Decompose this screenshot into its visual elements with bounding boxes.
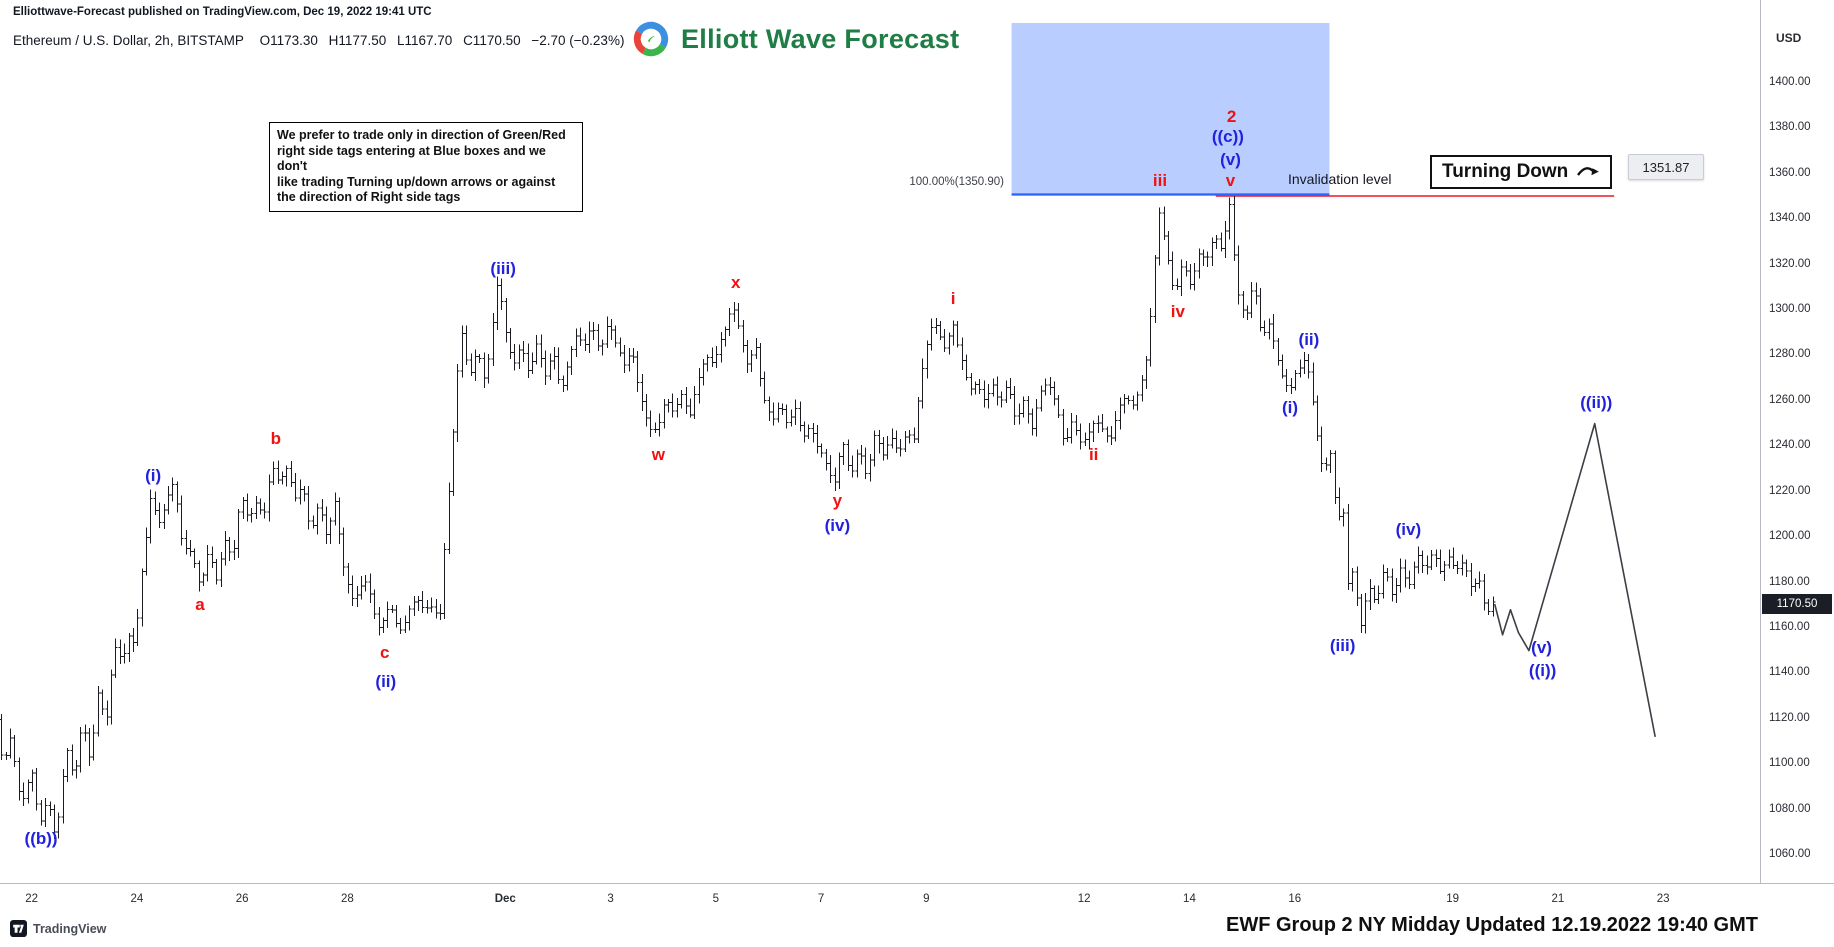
attribution-text: Elliottwave-Forecast published on Tradin… xyxy=(13,6,432,18)
price-tick-label: 1280.00 xyxy=(1769,348,1811,361)
update-caption: EWF Group 2 NY Midday Updated 12.19.2022… xyxy=(1225,914,1758,936)
chart-header: Ethereum / U.S. Dollar, 2h, BITSTAMP O11… xyxy=(13,33,631,48)
time-tick-label: 3 xyxy=(607,893,614,905)
low-value: L1167.70 xyxy=(396,33,453,48)
price-tick-label: 1340.00 xyxy=(1769,212,1811,225)
price-tick-label: 1120.00 xyxy=(1769,711,1810,724)
price-tick-label: 1180.00 xyxy=(1769,575,1810,588)
price-tick-label: 1240.00 xyxy=(1769,439,1811,452)
high-value: H1177.50 xyxy=(328,33,387,48)
price-tick-label: 1380.00 xyxy=(1769,121,1811,134)
price-tick-label: 1300.00 xyxy=(1769,303,1811,316)
open-value: O1173.30 xyxy=(259,33,318,48)
time-tick-label: 19 xyxy=(1446,893,1460,905)
note-line: like trading Turning up/down arrows or a… xyxy=(277,174,556,189)
turning-down-arrow-icon xyxy=(1577,167,1600,176)
price-tick-label: 1360.00 xyxy=(1769,166,1811,179)
time-tick-label: 14 xyxy=(1183,893,1196,905)
time-tick-label: 28 xyxy=(340,893,354,905)
price-tick-label: 1260.00 xyxy=(1769,393,1811,406)
price-tick-label: 1200.00 xyxy=(1769,530,1811,543)
time-axis[interactable]: 22 24 26 28 Dec 3 5 7 9 12 14 16 19 21 23 xyxy=(0,884,1761,910)
close-value: C1170.50 xyxy=(463,33,521,48)
note-line: We prefer to trade only in direction of … xyxy=(277,128,566,142)
last-price-badge: 1170.50 xyxy=(1762,594,1832,614)
price-tick-label: 1080.00 xyxy=(1769,802,1811,815)
turning-down-label: Turning Down xyxy=(1442,161,1569,182)
time-tick-label: 21 xyxy=(1551,893,1565,905)
time-tick-label: 12 xyxy=(1077,893,1091,905)
time-tick-label: Dec xyxy=(494,893,516,905)
price-tick-label: 1400.00 xyxy=(1769,76,1811,88)
note-line: right side tags entering at Blue boxes a… xyxy=(277,143,546,174)
tradingview-logo-icon xyxy=(10,920,27,937)
time-tick-label: 26 xyxy=(235,893,249,905)
price-tick-label: 1060.00 xyxy=(1769,848,1811,860)
tradingview-attribution[interactable]: TradingView xyxy=(10,920,106,937)
price-tick-label: 1220.00 xyxy=(1769,484,1811,497)
invalidation-level-label: Invalidation level xyxy=(1288,171,1392,187)
time-tick-label: 22 xyxy=(25,893,38,905)
price-tick-label: 1320.00 xyxy=(1769,257,1811,270)
tradingview-label: TradingView xyxy=(33,921,107,936)
price-tick-label: 1160.00 xyxy=(1769,620,1810,633)
fib-level-label: 100.00%(1350.90) xyxy=(909,176,1004,188)
turning-down-flag: Turning Down xyxy=(1430,155,1613,189)
ewf-logo-text: Elliott Wave Forecast xyxy=(681,23,960,54)
time-tick-label: 7 xyxy=(817,893,825,905)
currency-label: USD xyxy=(1776,31,1802,45)
price-bars xyxy=(0,196,1496,839)
change-value: −2.70 (−0.23%) xyxy=(531,33,625,48)
price-tick-label: 1100.00 xyxy=(1769,757,1810,770)
time-tick-label: 23 xyxy=(1656,893,1670,905)
blue-box-zone xyxy=(1011,23,1330,195)
note-line: the direction of Right side tags xyxy=(277,190,461,204)
ewf-logo: Elliott Wave Forecast xyxy=(632,20,959,58)
time-tick-label: 16 xyxy=(1288,893,1302,905)
time-tick-label: 24 xyxy=(130,893,144,905)
price-tick-label: 1140.00 xyxy=(1769,666,1810,679)
ewf-logo-icon xyxy=(633,21,669,57)
symbol-title[interactable]: Ethereum / U.S. Dollar, 2h, BITSTAMP xyxy=(13,33,244,48)
trading-note-box: We prefer to trade only in direction of … xyxy=(269,122,583,212)
turning-down-price-label: 1351.87 xyxy=(1628,154,1704,180)
time-tick-label: 9 xyxy=(923,893,930,905)
forecast-projection-line xyxy=(1493,422,1656,738)
price-axis[interactable]: 1400.00 1380.00 1360.00 1340.00 1320.00 1300.… xyxy=(1761,0,1834,883)
time-tick-label: 5 xyxy=(712,893,719,905)
